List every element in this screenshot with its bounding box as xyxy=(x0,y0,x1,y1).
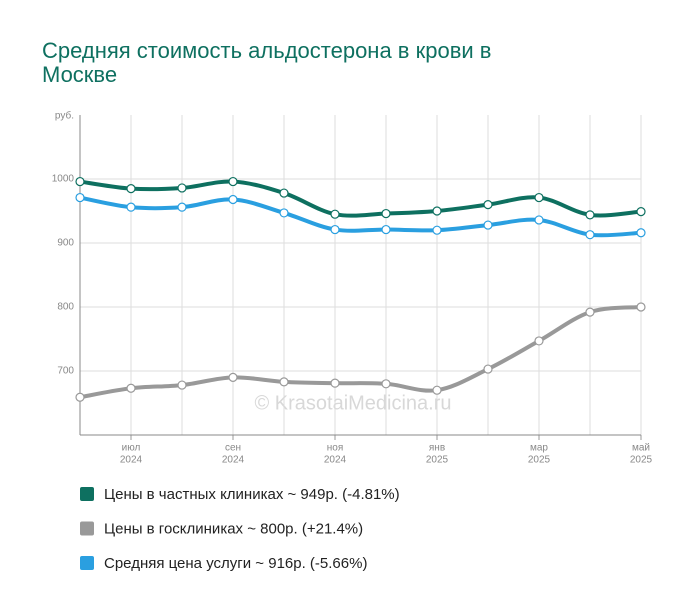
data-point xyxy=(381,224,391,235)
x-tick-label: 2025 xyxy=(528,455,551,466)
x-tick-label: янв xyxy=(429,443,445,454)
data-point xyxy=(636,207,646,217)
legend-label: Средняя цена услуги ~ 916р. (-5.66%) xyxy=(104,555,367,572)
data-point xyxy=(585,307,595,317)
x-tick-label: 2024 xyxy=(222,455,245,466)
chart-title: Средняя стоимость альдостерона в крови в xyxy=(42,38,491,63)
legend-label: Цены в госклиниках ~ 800р. (+21.4%) xyxy=(104,520,363,537)
x-tick-label: ноя xyxy=(327,443,344,454)
data-point xyxy=(330,224,340,235)
y-tick-label: 1000 xyxy=(52,174,75,185)
data-point xyxy=(330,378,340,388)
y-tick-label: 900 xyxy=(57,238,74,249)
data-point xyxy=(75,392,85,402)
y-tick-label: 800 xyxy=(57,302,74,313)
data-point xyxy=(432,206,442,216)
data-point xyxy=(177,380,187,390)
y-axis-label: руб. xyxy=(55,110,74,122)
legend-label: Цены в частных клиниках ~ 949р. (-4.81%) xyxy=(104,486,400,503)
data-point xyxy=(381,379,391,389)
data-point xyxy=(483,200,493,210)
chart-title: Средняя стоимость альдостерона в крови в… xyxy=(42,38,491,87)
data-point xyxy=(483,364,493,374)
data-point xyxy=(279,208,289,218)
data-point xyxy=(126,383,136,393)
data-point xyxy=(330,209,340,219)
watermark: © KrasotaiMedicina.ru xyxy=(254,392,451,414)
data-point xyxy=(126,184,136,194)
data-point xyxy=(177,202,187,212)
x-tick-label: 2024 xyxy=(324,455,347,466)
legend-swatch xyxy=(80,521,94,536)
data-point xyxy=(432,225,442,235)
x-tick-label: 2025 xyxy=(630,455,653,466)
series-line xyxy=(79,305,642,400)
data-point xyxy=(534,215,544,225)
series-line xyxy=(79,179,642,218)
data-point xyxy=(585,230,595,240)
x-tick-label: мар xyxy=(530,443,548,454)
x-tick-label: май xyxy=(632,443,650,454)
data-point xyxy=(75,176,85,187)
data-point xyxy=(636,228,646,238)
data-point xyxy=(177,183,187,193)
x-tick-label: сен xyxy=(225,443,241,454)
data-point xyxy=(228,194,238,205)
data-point xyxy=(483,220,493,230)
data-point xyxy=(75,192,85,203)
data-point xyxy=(636,302,646,312)
data-point xyxy=(279,377,289,387)
data-point xyxy=(585,210,595,220)
legend-swatch xyxy=(80,487,94,501)
x-tick-label: 2024 xyxy=(120,455,143,466)
data-point xyxy=(432,385,442,395)
data-point xyxy=(534,192,544,203)
chart-title: Москве xyxy=(42,62,117,87)
data-point xyxy=(228,176,238,187)
data-point xyxy=(228,372,238,382)
x-tick-label: 2025 xyxy=(426,455,449,466)
data-point xyxy=(279,188,289,198)
data-point xyxy=(534,336,544,346)
data-point xyxy=(126,202,136,212)
x-tick-label: июл xyxy=(122,443,141,454)
legend-swatch xyxy=(80,556,94,570)
y-tick-label: 700 xyxy=(57,366,74,377)
data-point xyxy=(381,208,391,219)
